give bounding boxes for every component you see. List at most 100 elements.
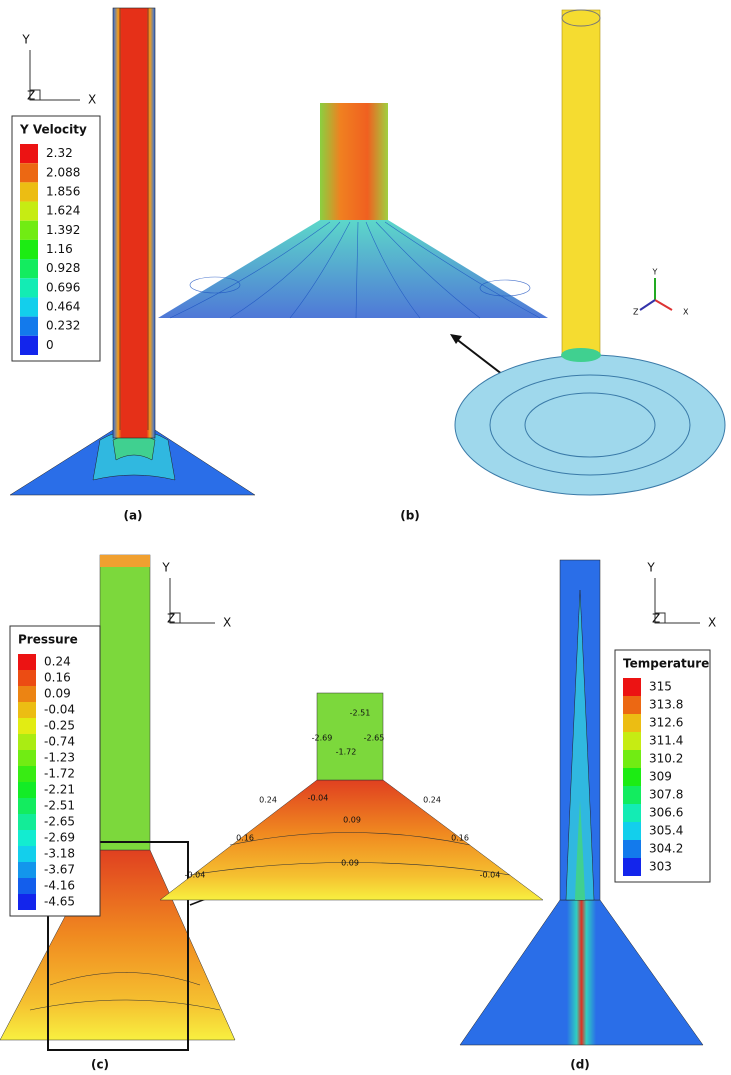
legend-entry: -2.65 <box>44 815 75 829</box>
contour-label: -0.04 <box>480 871 501 880</box>
legend-title: Pressure <box>18 633 78 647</box>
axis-label-y: Y <box>646 561 655 575</box>
axis-label-y: Y <box>21 33 30 47</box>
legend-swatch <box>18 654 36 670</box>
panel-d-plot <box>459 559 704 1046</box>
legend-swatch <box>20 239 38 260</box>
axis-label-z: Z <box>167 612 175 626</box>
contour-label: -1.72 <box>336 748 357 757</box>
contour-label: 0.24 <box>259 796 277 805</box>
legend-entry: -1.72 <box>44 767 75 781</box>
legend-entry: 312.6 <box>649 716 683 730</box>
legend-entry: 1.392 <box>46 223 80 237</box>
panel-b-plot <box>158 9 726 496</box>
legend-swatch <box>18 734 36 750</box>
legend-swatch <box>623 714 641 732</box>
legend-swatch <box>623 858 641 876</box>
legend-entry: 311.4 <box>649 734 683 748</box>
legend-entry: 310.2 <box>649 752 683 766</box>
legend-swatch <box>18 766 36 782</box>
legend-swatch <box>18 814 36 830</box>
legend-entry: -2.21 <box>44 783 75 797</box>
legend-entry: 313.8 <box>649 698 683 712</box>
legend-swatch <box>623 804 641 822</box>
legend-swatch <box>623 822 641 840</box>
legend-swatch <box>20 144 38 164</box>
legend-entry: 1.16 <box>46 242 73 256</box>
legend-entry: -0.74 <box>44 735 75 749</box>
legend-entry: 0.696 <box>46 280 80 294</box>
legend-entry: -0.04 <box>44 703 75 717</box>
contour-label: -0.04 <box>185 871 206 880</box>
legend-swatch <box>20 316 38 336</box>
legend-entry: 0.16 <box>44 671 71 685</box>
legend-entry: 2.088 <box>46 165 80 179</box>
legend-entry: 309 <box>649 770 672 784</box>
legend-entry: -3.18 <box>44 847 75 861</box>
contour-label: -2.65 <box>364 734 385 743</box>
legend-swatch <box>18 798 36 814</box>
legend-swatch <box>18 846 36 862</box>
contour-label: 0.09 <box>341 859 359 868</box>
legend-entry: -1.23 <box>44 751 75 765</box>
axis-label-z: Z <box>27 89 35 103</box>
legend-title: Y Velocity <box>19 123 87 137</box>
legend-entry: -3.67 <box>44 863 75 877</box>
legend-swatch <box>20 335 38 355</box>
legend-entry: 307.8 <box>649 788 683 802</box>
legend-swatch <box>20 220 38 240</box>
panel-label: (c) <box>91 1058 109 1072</box>
axis-box <box>29 89 41 101</box>
panel-c-plot <box>0 554 544 1051</box>
legend-entry: 304.2 <box>649 842 683 856</box>
legend-swatch <box>20 163 38 183</box>
legend-entry: -2.69 <box>44 831 75 845</box>
legend-swatch <box>20 297 38 317</box>
contour-label: 0.24 <box>423 796 441 805</box>
legend-swatch <box>18 878 36 894</box>
panel-label: (d) <box>570 1058 590 1072</box>
axis-label-z: Z <box>633 308 639 317</box>
legend-swatch <box>20 182 38 202</box>
legend-entry: 0.928 <box>46 261 80 275</box>
legend-swatch <box>20 259 38 279</box>
legend-entry: 305.4 <box>649 824 683 838</box>
legend-entry: -0.25 <box>44 719 75 733</box>
legend-swatch <box>623 750 641 768</box>
contour-label: -2.51 <box>350 709 371 718</box>
legend-entry: 0.24 <box>44 655 71 669</box>
legend-entry: -4.16 <box>44 879 75 893</box>
axis-label-z: Z <box>652 612 660 626</box>
legend-entry: 315 <box>649 680 672 694</box>
axis-box <box>169 612 181 624</box>
legend-swatch <box>18 894 36 910</box>
axis-label-y: Y <box>161 561 170 575</box>
legend-entry: 1.624 <box>46 204 80 218</box>
legend-swatch <box>623 768 641 786</box>
legend-entry: 0.09 <box>44 687 71 701</box>
legend-title: Temperature <box>623 657 709 671</box>
contour-label: -2.69 <box>312 734 333 743</box>
legend-swatch <box>18 718 36 734</box>
legend-swatch <box>18 686 36 702</box>
legend-swatch <box>623 840 641 858</box>
legend-entry: 0.464 <box>46 300 80 314</box>
panel-label: (b) <box>400 509 420 523</box>
legend-swatch <box>623 786 641 804</box>
legend-entry: 1.856 <box>46 184 80 198</box>
axis-label-x: X <box>223 616 231 630</box>
legend-swatch <box>20 201 38 221</box>
legend-entry: 0 <box>46 338 54 352</box>
axis-label-y: Y <box>652 268 658 277</box>
legend-entry: 2.32 <box>46 146 73 160</box>
legend-swatch <box>18 670 36 686</box>
contour-label: 0.16 <box>236 834 254 843</box>
axis-label-x: X <box>88 93 96 107</box>
legend-swatch <box>623 678 641 696</box>
legend-swatch <box>623 732 641 750</box>
contour-label: 0.09 <box>343 816 361 825</box>
legend-swatch <box>18 750 36 766</box>
axis-label-x: X <box>708 616 716 630</box>
legend-swatch <box>18 782 36 798</box>
